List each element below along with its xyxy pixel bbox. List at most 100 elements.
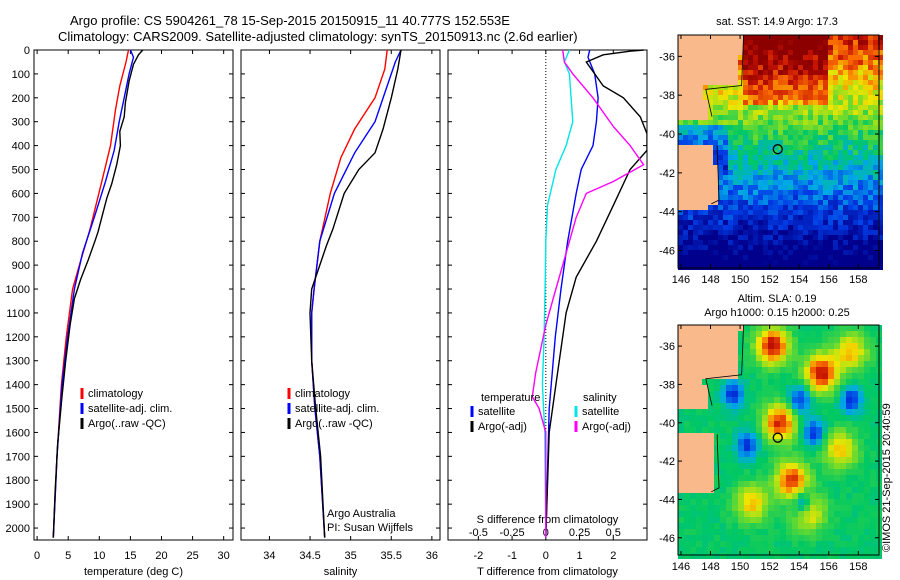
- map-y-tick-label: -38: [659, 379, 675, 391]
- x-tick-label: 15: [124, 550, 136, 562]
- x-tick-label: 20: [155, 550, 167, 562]
- map-y-tick-label: -46: [659, 246, 675, 258]
- legend-label: satellite: [582, 406, 619, 418]
- axes-frame: [240, 49, 441, 541]
- x-tick-label: 1: [576, 550, 582, 562]
- map-y-tick-label: -40: [659, 129, 675, 141]
- map-x-tick-label: 158: [849, 561, 867, 573]
- x-tick-label: 35.5: [381, 550, 402, 562]
- series-line-argo---raw--qc-: [52, 49, 144, 538]
- x-tick-label: 36: [426, 550, 438, 562]
- map-x-tick-label: 148: [701, 561, 719, 573]
- map-x-tick-label: 146: [672, 274, 690, 286]
- coastline-tasmania: [711, 434, 720, 493]
- argo-position-marker: [772, 144, 783, 155]
- y-tick-label: 900: [12, 260, 30, 272]
- x-tick-label: 2: [610, 550, 616, 562]
- annotation-institution: Argo Australia: [327, 508, 396, 520]
- series-line-t-argo--adj-: [545, 49, 648, 538]
- legend-label: climatology: [88, 388, 144, 400]
- y-tick-label: 1500: [6, 404, 30, 416]
- panel-mask: [647, 48, 678, 553]
- y-tick-label: 1000: [6, 284, 30, 296]
- sla-map-subtitle: Argo h1000: 0.15 h2000: 0.25: [704, 307, 850, 319]
- series-line-s-satellite: [541, 49, 574, 538]
- x-tick-label: -2: [473, 550, 483, 562]
- x-tick-label: 35: [345, 550, 357, 562]
- argo-position-marker: [772, 432, 783, 443]
- y-tick-label: 800: [12, 236, 30, 248]
- y-tick-label: 2000: [6, 523, 30, 535]
- x-axis-label: salinity: [324, 566, 358, 578]
- x-tick-label-salinity: -0.25: [500, 527, 525, 539]
- y-tick-label: 700: [12, 212, 30, 224]
- map-y-tick-label: -42: [659, 456, 675, 468]
- y-tick-label: 200: [12, 93, 30, 105]
- annotation-pi: PI: Susan Wijffels: [327, 522, 413, 534]
- map-sst-map: 146 148 150 152 154 156 158 -36 -38 -40 -42 -44 -46: [659, 34, 883, 286]
- legend-label: Argo(-adj): [478, 421, 527, 433]
- y-tick-label: 1900: [6, 499, 30, 511]
- coastline-mainland: [705, 324, 744, 406]
- map-x-tick-label: 156: [820, 561, 838, 573]
- panel-salinity: 34 34.5 35 35.5 36 salinity: [240, 49, 441, 578]
- legend-title-salinity: salinity: [583, 392, 617, 404]
- y-tick-label: 100: [12, 69, 30, 81]
- x-tick-label-salinity: 0.25: [569, 527, 590, 539]
- legend-label: satellite-adj. clim.: [295, 403, 379, 415]
- coastline-tasmania: [711, 145, 720, 205]
- map-x-tick-label: 152: [760, 561, 778, 573]
- sst-map-title: sat. SST: 14.9 Argo: 17.3: [716, 16, 838, 28]
- legend-label: Argo(..raw -QC): [88, 418, 166, 430]
- sla-map-title: Altim. SLA: 0.19: [738, 293, 817, 305]
- series-line-satellite-adj--clim-: [311, 49, 402, 538]
- map-y-tick-label: -42: [659, 168, 675, 180]
- y-tick-label: 1100: [6, 308, 30, 320]
- y-tick-label: 1700: [6, 451, 30, 463]
- figure-title-line1: Argo profile: CS 5904261_78 15-Sep-2015 …: [70, 13, 510, 28]
- legend-label: climatology: [295, 388, 351, 400]
- x-axis-label-salinity: S difference from climatology: [477, 514, 619, 526]
- map-x-tick-label: 152: [760, 274, 778, 286]
- map-x-tick-label: 146: [672, 561, 690, 573]
- map-x-tick-label: 158: [849, 274, 867, 286]
- legend-label: satellite: [478, 406, 515, 418]
- x-tick-label-salinity: -0.5: [469, 527, 488, 539]
- y-tick-label: 600: [12, 188, 30, 200]
- panel-temperature: 0 100 200 300 400 500 600 700 800 900 1000 1100 1200…: [6, 45, 234, 578]
- legend-label: Argo(-adj): [582, 421, 631, 433]
- legend-label: satellite-adj. clim.: [88, 403, 172, 415]
- map-frame: [677, 324, 880, 556]
- legend-title-temperature: temperature: [481, 392, 540, 404]
- map-y-tick-label: -36: [659, 341, 675, 353]
- y-tick-label: 1600: [6, 427, 30, 439]
- x-axis-label: T difference from climatology: [477, 566, 618, 578]
- y-tick-label: 1400: [6, 380, 30, 392]
- panel-difference: -2 -1 0 1 2 T difference from climatology -0.5…: [447, 49, 648, 578]
- x-tick-label: 25: [186, 550, 198, 562]
- map-x-tick-label: 148: [701, 274, 719, 286]
- map-y-tick-label: -36: [659, 51, 675, 63]
- map-x-tick-label: 154: [790, 561, 808, 573]
- map-y-tick-label: -46: [659, 533, 675, 545]
- y-tick-label: 1200: [6, 332, 30, 344]
- series-line-satellite-adj--clim-: [52, 49, 135, 538]
- y-tick-label: 400: [12, 141, 30, 153]
- y-tick-label: 500: [12, 165, 30, 177]
- series-line-s-argo--adj-: [531, 49, 645, 538]
- x-tick-label: 0: [34, 550, 40, 562]
- map-y-tick-label: -44: [659, 207, 675, 219]
- map-y-tick-label: -38: [659, 90, 675, 102]
- y-tick-label: 1800: [6, 475, 30, 487]
- series-line-argo---raw--qc-: [309, 49, 402, 538]
- map-frame: [677, 34, 880, 269]
- x-axis-label: temperature (deg C): [84, 566, 183, 578]
- axes-frame: [33, 49, 234, 541]
- map-x-tick-label: 150: [731, 561, 749, 573]
- map-y-tick-label: -44: [659, 494, 675, 506]
- x-tick-label: 30: [218, 550, 230, 562]
- y-tick-label: 300: [12, 117, 30, 129]
- x-tick-label: 34: [263, 550, 275, 562]
- coastline-mainland: [705, 34, 744, 117]
